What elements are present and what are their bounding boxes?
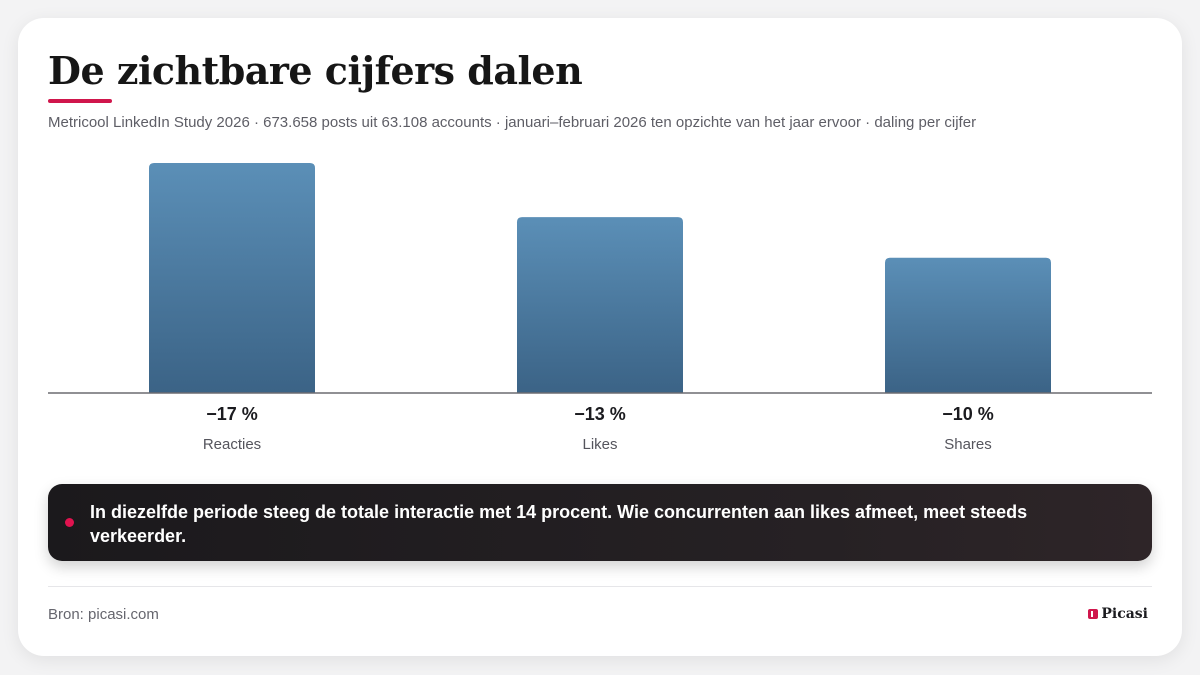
- callout-text: In diezelfde periode steeg de totale int…: [90, 502, 1028, 546]
- brand-mark-icon: [1088, 609, 1099, 619]
- value-label-reacties: −17 %: [206, 404, 258, 424]
- brand-logo: Picasi: [1088, 606, 1148, 622]
- bullet-dot-icon: [65, 518, 74, 527]
- footer-divider: [48, 586, 1152, 587]
- page-title: De zichtbare cijfers dalen: [48, 48, 583, 93]
- category-label-shares: Shares: [944, 436, 992, 453]
- category-label-likes: Likes: [582, 436, 617, 453]
- source-text: Bron: picasi.com: [48, 606, 159, 623]
- brand-name: Picasi: [1101, 606, 1148, 622]
- page-subtitle: Metricool LinkedIn Study 2026 · 673.658 …: [48, 114, 977, 131]
- category-label-reacties: Reacties: [203, 436, 261, 453]
- chart-card: De zichtbare cijfers dalen Metricool Lin…: [18, 18, 1182, 656]
- insight-callout: In diezelfde periode steeg de totale int…: [48, 484, 1152, 561]
- bar-reacties: [149, 163, 315, 393]
- bar-likes: [517, 217, 683, 393]
- bar-chart: −17 % Reacties −13 % Likes −10 % Shares: [48, 163, 1152, 453]
- bar-shares: [885, 257, 1051, 393]
- value-label-shares: −10 %: [942, 404, 994, 424]
- title-accent-underline: [48, 99, 112, 103]
- value-label-likes: −13 %: [574, 404, 626, 424]
